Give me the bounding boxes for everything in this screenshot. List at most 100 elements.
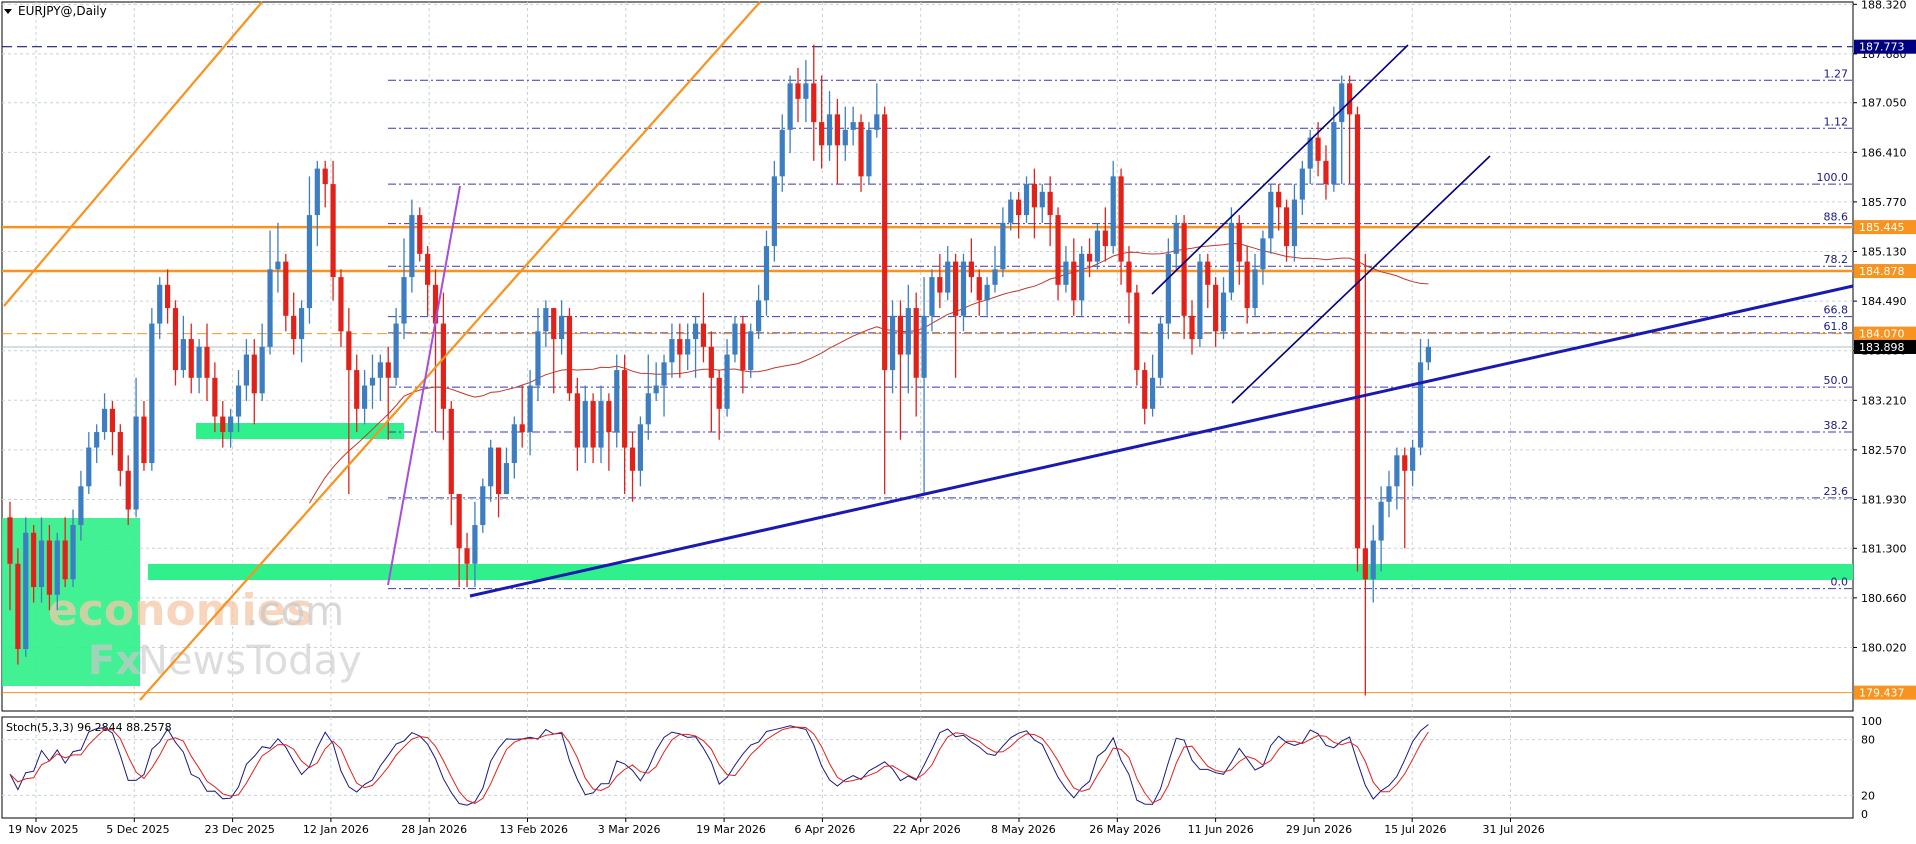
candle-body	[259, 346, 265, 394]
stoch-panel-border	[1, 716, 1854, 819]
candle-body	[1252, 269, 1258, 309]
candle-body	[291, 315, 297, 340]
support-zone-long	[148, 564, 1853, 580]
candle-body	[38, 540, 45, 588]
candle-body	[1086, 253, 1093, 262]
candle-body	[235, 385, 242, 417]
moving-average	[309, 242, 1429, 504]
candle-body	[748, 331, 754, 371]
fibonacci-levels: 1.27 1.12 100.0 88.6 78.2 66.8 61.8 50.0 38.2 23.…	[388, 67, 1853, 590]
candle-body	[732, 323, 738, 355]
channel-lower	[1231, 155, 1491, 404]
candle-body	[1157, 323, 1164, 378]
candle-body	[306, 215, 313, 309]
time-tick-label: 31 Jul 2026	[1483, 823, 1545, 836]
candle-body	[1031, 184, 1037, 208]
candle-body	[314, 168, 320, 216]
candle-body	[133, 416, 139, 510]
orange-channel-lower	[139, 1, 761, 701]
candle-body	[488, 447, 494, 487]
candle-body	[196, 346, 202, 378]
candle-body	[267, 269, 273, 347]
candle-body	[377, 362, 383, 378]
candle-body	[1378, 501, 1384, 541]
candle-body	[976, 277, 982, 301]
fib-label: 0.0	[1831, 576, 1849, 589]
candle-body	[46, 540, 52, 595]
watermark-text-4: NewsToday	[138, 638, 362, 684]
candle-body	[913, 308, 919, 378]
grid	[1, 1, 1854, 819]
candle-body	[425, 253, 431, 285]
candle-body	[417, 215, 423, 254]
price-axis: 188.320187.680187.050186.410185.770185.1…	[1853, 0, 1916, 700]
price-tick-label: 181.930	[1861, 493, 1907, 506]
candle-body	[1347, 83, 1353, 115]
candle-body	[401, 277, 407, 324]
time-tick-label: 12 Jan 2026	[303, 823, 369, 836]
price-label-text: 184.878	[1859, 265, 1905, 278]
candle-body	[204, 346, 210, 378]
candle-body	[1425, 346, 1431, 363]
time-tick-label: 29 Jun 2026	[1286, 823, 1352, 836]
candle-body	[31, 532, 37, 588]
trend-lines[interactable]	[3, 1, 1854, 701]
candle-body	[889, 315, 896, 371]
candle-body	[1417, 362, 1424, 448]
candle-body	[1213, 284, 1219, 332]
price-tick-label: 180.660	[1861, 592, 1907, 605]
candle-body	[527, 385, 533, 433]
fib-label: 38.2	[1824, 419, 1849, 432]
candle-body	[1402, 455, 1408, 471]
time-tick-label: 6 Apr 2026	[794, 823, 855, 836]
candle-body	[1079, 253, 1085, 301]
candle-body	[669, 339, 675, 363]
candle-body	[243, 354, 249, 386]
candle-body	[362, 385, 368, 409]
candle-body	[897, 315, 904, 355]
candle-body	[1047, 191, 1053, 216]
time-tick-label: 11 Jun 2026	[1188, 823, 1254, 836]
candle-body	[637, 424, 643, 471]
candle-body	[1023, 184, 1030, 216]
time-tick-label: 15 Jul 2026	[1384, 823, 1446, 836]
candle-body	[448, 408, 454, 495]
stoch-level-label: 80	[1861, 734, 1875, 747]
candle-body	[929, 277, 935, 316]
price-tick-label: 185.770	[1861, 196, 1907, 209]
candle-body	[677, 339, 683, 355]
candle-body	[1118, 176, 1124, 262]
candle-body	[700, 323, 707, 347]
candle-body	[803, 83, 809, 99]
candle-body	[606, 401, 612, 433]
fib-label: 1.12	[1824, 115, 1849, 128]
price-tick-label: 181.300	[1861, 542, 1907, 555]
candle-body	[456, 494, 462, 549]
candle-body	[298, 308, 305, 340]
candle-body	[1228, 222, 1234, 293]
candle-body	[850, 122, 856, 130]
candle-body	[117, 432, 123, 471]
candle-body	[1323, 160, 1329, 185]
candle-body	[921, 315, 927, 378]
watermark-logo: economies .com Fx NewsToday	[48, 585, 362, 684]
time-tick-label: 19 Nov 2025	[8, 823, 78, 836]
candle-body	[1110, 176, 1116, 247]
candle-body	[1173, 222, 1179, 254]
candle-body	[472, 525, 478, 564]
candle-body	[495, 447, 502, 495]
dropdown-icon[interactable]	[4, 9, 12, 14]
price-label-box	[1854, 220, 1916, 235]
candle-body	[882, 114, 888, 371]
fib-label: 61.8	[1824, 320, 1849, 333]
candle-body	[432, 284, 439, 324]
price-label-box	[1854, 339, 1916, 354]
candle-body	[945, 261, 951, 293]
candle-body	[787, 83, 793, 130]
candle-body	[1283, 207, 1290, 247]
candle-body	[1008, 199, 1014, 223]
candle-body	[819, 122, 825, 146]
fib-label: 23.6	[1824, 485, 1849, 498]
